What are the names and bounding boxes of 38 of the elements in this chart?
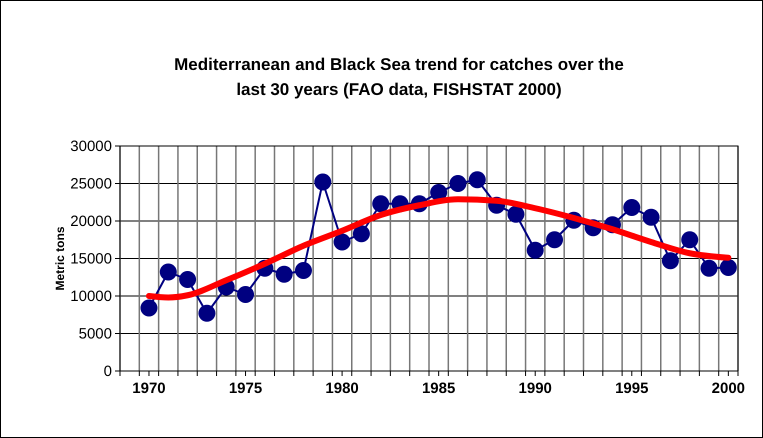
point (507, 206, 524, 223)
y-tick-label: 25000 (70, 176, 112, 192)
point (198, 304, 216, 322)
point (140, 300, 158, 316)
x-tick-label: 1990 (518, 380, 552, 397)
x-tick-label: 1985 (422, 380, 456, 397)
point (662, 252, 679, 270)
x-tick-label: 1975 (228, 380, 262, 397)
point (352, 225, 370, 242)
point (372, 195, 390, 212)
point (642, 208, 660, 226)
y-tick-label: 5000 (78, 326, 112, 342)
point (179, 271, 196, 288)
point (468, 171, 486, 188)
x-tick-label: 1995 (615, 380, 648, 397)
chart-title: Mediterranean and Black Sea trend for catches over the last 30 years (FAO data, FISHSTAT 2000) (174, 55, 624, 99)
y-tick-label: 15000 (70, 250, 112, 268)
y-tick-label: 0 (104, 363, 112, 380)
point (700, 260, 718, 277)
point (720, 259, 737, 276)
point (449, 175, 466, 192)
point (623, 199, 640, 216)
point (546, 231, 564, 248)
point (681, 231, 698, 248)
point (237, 286, 254, 303)
x-tick-label: 2000 (712, 380, 746, 397)
y-tick-label: 10000 (70, 288, 112, 305)
y-axis-title: Metric tons (53, 226, 67, 291)
x-tick-label: 1980 (325, 380, 359, 397)
x-tick-label: 1970 (132, 380, 166, 397)
point (314, 174, 332, 190)
point (334, 234, 351, 250)
point (160, 264, 177, 280)
y-tick-label: 20000 (70, 213, 112, 230)
point (276, 266, 293, 283)
point (526, 242, 544, 259)
point (294, 262, 312, 279)
y-tick-label: 30000 (70, 138, 112, 155)
